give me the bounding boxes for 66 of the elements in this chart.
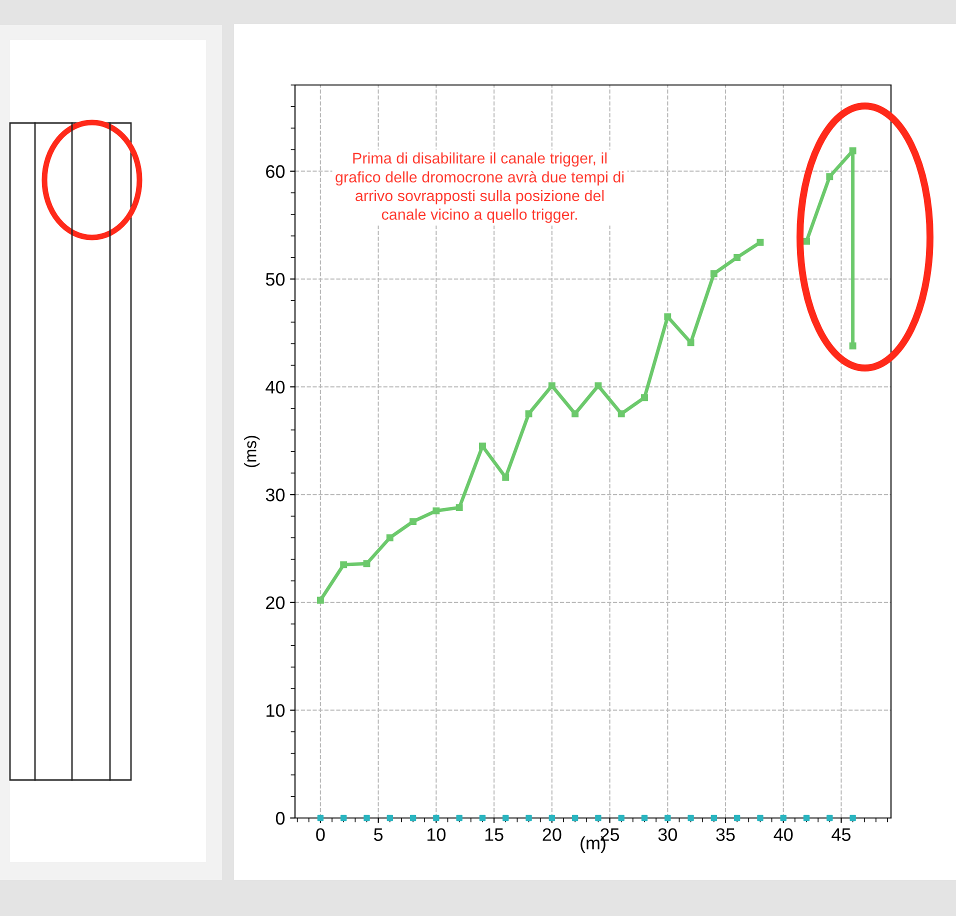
point xyxy=(664,313,672,320)
y-tick-label: 50 xyxy=(266,272,285,286)
point xyxy=(526,814,532,822)
point xyxy=(548,814,556,822)
point xyxy=(664,814,671,822)
y-tick-label: 40 xyxy=(266,380,285,394)
x-tick-label: 5 xyxy=(374,828,383,841)
point xyxy=(849,342,856,350)
point xyxy=(572,410,579,418)
point xyxy=(525,410,532,418)
point xyxy=(756,238,764,246)
point xyxy=(688,814,694,822)
point xyxy=(594,382,602,390)
y-tick-label: 30 xyxy=(266,488,285,502)
point xyxy=(780,814,786,822)
point xyxy=(340,814,347,822)
point xyxy=(479,442,486,450)
point xyxy=(502,474,510,481)
x-tick-label: 0 xyxy=(316,828,325,841)
y-tick-label: 0 xyxy=(276,812,285,825)
point xyxy=(641,394,648,402)
point xyxy=(734,254,741,261)
point xyxy=(432,507,440,514)
point xyxy=(595,814,602,822)
point xyxy=(317,814,324,822)
point xyxy=(410,518,417,526)
point xyxy=(618,814,624,822)
x-tick-label: 10 xyxy=(428,828,446,841)
point xyxy=(803,814,810,822)
point xyxy=(386,814,393,822)
x-tick-label: 45 xyxy=(832,828,851,841)
point xyxy=(340,561,348,568)
point xyxy=(410,814,416,822)
point xyxy=(850,814,856,822)
point xyxy=(734,814,740,822)
point xyxy=(803,238,810,245)
y-tick-label: 10 xyxy=(266,704,285,717)
y-axis-title: (ms) xyxy=(244,436,260,468)
point xyxy=(548,382,556,390)
point xyxy=(710,814,718,822)
point xyxy=(826,173,834,180)
x-tick-label: 15 xyxy=(485,828,504,841)
point xyxy=(641,814,648,822)
x-tick-label: 20 xyxy=(542,828,562,841)
point xyxy=(316,596,324,604)
point xyxy=(757,814,764,822)
point xyxy=(364,814,370,822)
point xyxy=(433,814,440,822)
x-tick-label: 40 xyxy=(774,828,793,841)
point xyxy=(826,814,833,822)
point xyxy=(618,410,625,418)
point xyxy=(456,814,462,822)
point xyxy=(849,147,856,154)
point xyxy=(572,814,578,822)
point xyxy=(479,814,486,822)
point xyxy=(687,339,694,346)
x-tick-label: 35 xyxy=(716,828,735,841)
point xyxy=(710,270,718,278)
point xyxy=(386,534,394,542)
x-tick-label: 30 xyxy=(658,828,677,841)
y-tick-label: 60 xyxy=(266,165,285,178)
point xyxy=(363,560,370,568)
point xyxy=(456,504,463,512)
annotation: Prima di disabilitare il canale trigger, il grafico delle dromocrone avrà due tempi di arrivo sovrapposti sulla posizione del canale vicino a quello trigger. xyxy=(336,152,624,223)
point xyxy=(502,814,509,822)
y-tick-label: 20 xyxy=(266,596,285,610)
